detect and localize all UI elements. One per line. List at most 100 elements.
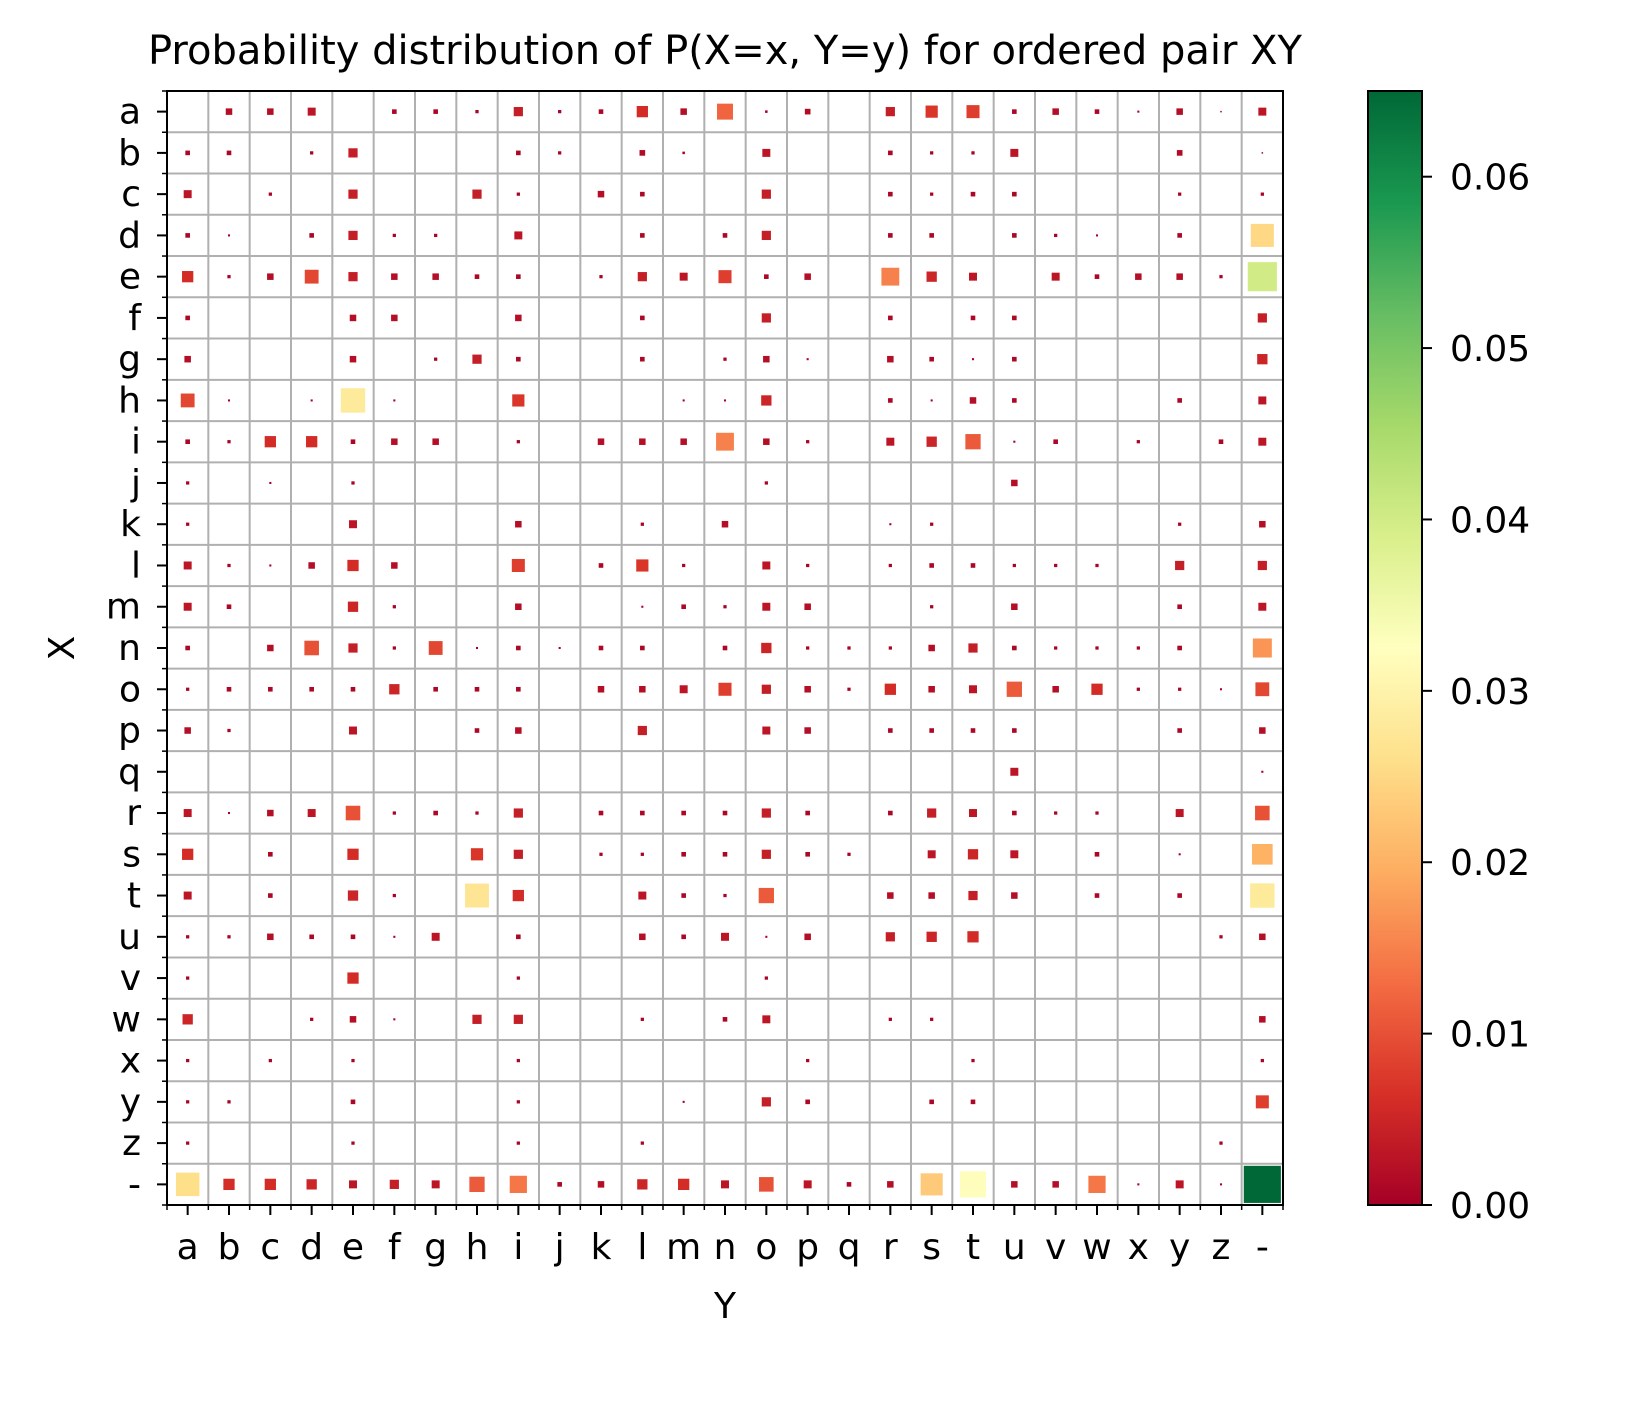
cell-mark-g-r xyxy=(887,355,894,363)
cell-mark-e-i xyxy=(516,274,521,279)
cell-mark-e-n xyxy=(718,270,732,284)
cell-mark-o-a xyxy=(186,687,190,691)
cell-mark-o-x xyxy=(1136,687,1140,691)
cell-mark-c-s xyxy=(930,192,934,196)
x-tick-label-a: a xyxy=(177,1227,199,1268)
cell-mark-l-c xyxy=(269,564,272,567)
heatmap-marks xyxy=(175,103,1281,1203)
cell-mark-n-a xyxy=(185,645,190,651)
cell-mark-n-s xyxy=(928,644,935,652)
cell-mark-c-i xyxy=(516,192,520,196)
cell-mark-e-a xyxy=(182,271,194,283)
cell-mark-n-o xyxy=(761,642,772,654)
chart-title: Probability distribution of P(X=x, Y=y) … xyxy=(148,28,1303,74)
cell-mark-b-i xyxy=(516,150,521,156)
cell-mark-j-a xyxy=(186,481,190,485)
x-tick-label-k: k xyxy=(591,1227,612,1268)
cell-mark-b-- xyxy=(1261,152,1264,154)
cell-mark---s xyxy=(920,1173,943,1196)
cell-mark-l-u xyxy=(1012,563,1016,568)
cell-mark-m-m xyxy=(681,604,686,610)
cell-mark-k-y xyxy=(1178,522,1182,526)
cell-mark-t-u xyxy=(1011,892,1018,899)
y-tick-label-n: n xyxy=(118,628,141,669)
cell-mark-p-l xyxy=(637,725,647,736)
cell-mark-a-x xyxy=(1137,110,1140,113)
cell-mark-r-p xyxy=(805,810,810,816)
cell-mark-p-h xyxy=(474,728,480,733)
cell-mark-d-s xyxy=(929,233,934,238)
cell-mark-i-r xyxy=(886,437,895,446)
cell-mark-b-u xyxy=(1010,148,1019,157)
cell-mark-d-e xyxy=(348,230,358,241)
cell-mark-z-l xyxy=(640,1141,644,1145)
cell-mark-m-- xyxy=(1258,602,1267,611)
cell-mark-f-t xyxy=(970,315,976,321)
cell-mark-w-e xyxy=(349,1016,357,1023)
cell-mark-o-u xyxy=(1006,681,1022,697)
cell-mark-d-o xyxy=(761,230,771,241)
x-tick-label-s: s xyxy=(922,1227,941,1268)
cell-mark-b-l xyxy=(639,150,646,156)
cell-mark-h-- xyxy=(1258,396,1267,405)
cell-mark-i-o xyxy=(763,438,770,445)
cell-mark-h-d xyxy=(310,399,313,402)
cell-mark-a-m xyxy=(680,108,687,115)
cell-mark-u-f xyxy=(393,935,396,938)
cell-mark-q-- xyxy=(1261,770,1264,773)
cell-mark-s-u xyxy=(1010,850,1019,859)
cell-mark-t-c xyxy=(268,893,273,898)
cell-mark-p-r xyxy=(888,728,893,733)
cell-mark-a-v xyxy=(1052,108,1059,115)
x-tick-label-l: l xyxy=(637,1227,647,1268)
cell-mark---n xyxy=(721,1180,729,1189)
cell-mark-y-t xyxy=(970,1099,976,1105)
cell-mark-i-e xyxy=(350,439,356,445)
cell-mark-n-u xyxy=(1012,645,1017,651)
cell-mark-w-a xyxy=(182,1014,193,1025)
cell-mark-r-g xyxy=(433,810,438,816)
y-tick-label-d: d xyxy=(118,215,141,256)
cell-mark-t-e xyxy=(347,890,359,901)
x-tick-label-o: o xyxy=(755,1227,777,1268)
x-tick-label-f: f xyxy=(388,1227,402,1268)
cell-mark-i-a xyxy=(185,439,190,445)
cell-mark-z-a xyxy=(186,1141,190,1145)
cell-mark-z-z xyxy=(1219,1141,1223,1145)
cell-mark-l-- xyxy=(1257,560,1267,571)
cell-mark-p-y xyxy=(1177,728,1182,733)
y-tick-label-p: p xyxy=(118,711,141,752)
cell-mark-r-a xyxy=(183,809,192,818)
cell-mark---t xyxy=(959,1171,987,1198)
colorbar-tick-label: 0.04 xyxy=(1450,500,1530,541)
cell-mark-m-i xyxy=(515,603,522,610)
cell-mark-p-t xyxy=(970,728,976,733)
cell-mark-i-b xyxy=(227,440,231,444)
grid-lines xyxy=(167,91,1283,1205)
x-axis-label: Y xyxy=(713,1286,737,1327)
cell-mark-k-r xyxy=(889,523,892,526)
cell-mark-b-t xyxy=(971,151,975,155)
cell-mark-s-e xyxy=(347,848,359,860)
cell-mark-t-o xyxy=(758,887,774,904)
cell-mark-s-y xyxy=(1178,853,1181,856)
cell-mark-r-s xyxy=(927,808,937,818)
y-tick-label-b: b xyxy=(118,133,141,174)
cell-mark-c-l xyxy=(640,191,645,197)
cell-mark-d-n xyxy=(722,233,728,238)
cell-mark-i-f xyxy=(391,438,398,445)
cell-mark-l-w xyxy=(1095,563,1099,568)
x-tick-label-e: e xyxy=(342,1227,364,1268)
cell-mark-r-k xyxy=(598,810,604,816)
cell-mark-e-t xyxy=(969,272,977,281)
cell-mark-g-t xyxy=(971,358,975,361)
cell-mark-d-r xyxy=(888,233,893,238)
cell-mark-n-r xyxy=(888,646,892,650)
cell-mark-e-p xyxy=(804,273,811,280)
y-tick-label-u: u xyxy=(118,917,141,958)
cell-mark-r-y xyxy=(1175,809,1184,818)
cell-mark-g-s xyxy=(929,356,934,362)
cell-mark-x-i xyxy=(516,1058,520,1063)
cell-mark-h-y xyxy=(1177,398,1182,403)
cell-mark-o-g xyxy=(433,686,438,692)
